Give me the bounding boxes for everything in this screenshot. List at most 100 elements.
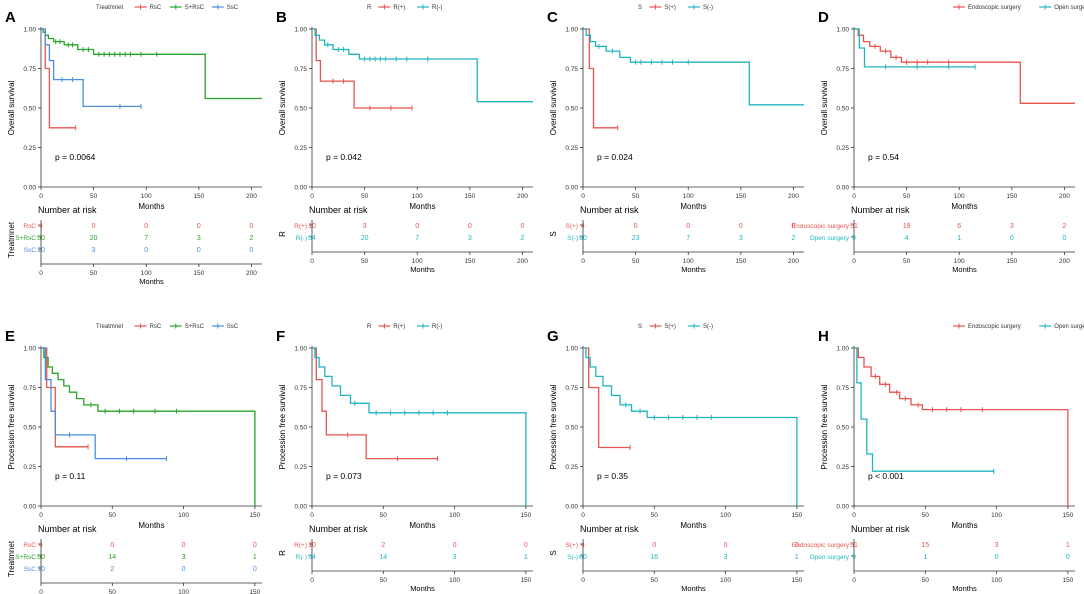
panel-label: F (276, 328, 285, 345)
legend-item: RsC (150, 324, 162, 330)
risk-row-label: S(+) (566, 223, 578, 230)
p-value: p = 0.024 (597, 152, 633, 162)
x-tick-label: 100 (412, 193, 423, 200)
risk-x-axis-label: Months (410, 584, 435, 593)
p-value: p < 0.001 (868, 471, 904, 481)
x-tick-label: 150 (520, 512, 531, 519)
panel-H: H Endoscopic surgery Open surgery 0.00 0.25 0… (792, 323, 1084, 593)
y-axis-label: Overall survival (278, 80, 287, 135)
risk-x-tick-label: 50 (109, 589, 117, 594)
risk-count: 1 (957, 235, 961, 242)
y-tick-label: 0.00 (836, 185, 849, 192)
risk-x-tick-label: 50 (90, 270, 98, 277)
legend-title: Treatmnet (96, 324, 123, 330)
y-tick-label: 0.00 (294, 504, 307, 511)
x-tick-label: 0 (39, 193, 43, 200)
risk-count: 7 (415, 235, 419, 242)
x-axis-label: Months (680, 521, 706, 530)
panel-B: BR R(+) R(-)0.000.250.500.751.000 50 100 150 2… (276, 4, 533, 274)
risk-count: 0 (197, 247, 201, 254)
y-tick-label: 0.25 (565, 145, 578, 152)
x-axis-label: Months (409, 202, 435, 211)
risk-row-label: Endoscopic surgery (792, 542, 850, 549)
legend-item: Open surgery (1054, 324, 1084, 330)
risk-x-tick-label: 150 (735, 258, 746, 265)
series-line-S+RsC (41, 347, 256, 506)
risk-x-tick-label: 100 (991, 577, 1002, 584)
risk-count: 10 (308, 542, 316, 549)
panel-E: E Treatmnet RsC S+RsC SsC 0.00 0.25 0.50 0.75 1.0… (5, 323, 262, 594)
risk-x-tick-label: 150 (1006, 258, 1017, 265)
risk-count: 2 (792, 235, 796, 242)
y-tick-label: 0.00 (565, 504, 578, 511)
risk-count: 4 (581, 542, 585, 549)
risk-x-axis-label: Months (681, 584, 706, 593)
legend: Endoscopic surgery Open surgery (953, 4, 1084, 11)
y-tick-label: 0.50 (565, 425, 578, 432)
legend-item: S(-) (703, 324, 713, 330)
x-tick-label: 50 (361, 193, 369, 200)
risk-x-tick-label: 100 (954, 258, 965, 265)
risk-x-axis-label: Months (952, 265, 977, 274)
risk-x-tick-label: 100 (720, 577, 731, 584)
risk-x-axis-label: Months (410, 265, 435, 274)
risk-count: 0 (453, 542, 457, 549)
risk-count: 0 (250, 247, 254, 254)
risk-x-tick-label: 150 (1062, 577, 1073, 584)
risk-count: 50 (37, 235, 45, 242)
y-tick-label: 0.50 (294, 425, 307, 432)
risk-count: 0 (144, 223, 148, 230)
risk-row-label: SsC (24, 566, 37, 573)
y-axis-label: Procession free survival (820, 384, 829, 469)
y-tick-label: 0.25 (294, 145, 307, 152)
y-tick-label: 0.50 (23, 106, 36, 113)
risk-count: 1 (1066, 542, 1070, 549)
risk-count: 51 (850, 223, 858, 230)
x-tick-label: 50 (632, 193, 640, 200)
x-axis-label: Months (138, 202, 164, 211)
y-tick-label: 0.50 (23, 425, 36, 432)
panel-G: GS S(+) S(-)0.000.250.500.751.000 50 100 150M… (547, 323, 804, 593)
p-value: p = 0.042 (326, 152, 362, 162)
risk-x-tick-label: 0 (581, 577, 585, 584)
risk-row-label: Open surgery (810, 235, 850, 242)
risk-count: 3 (468, 235, 472, 242)
legend-item: S+RsC (185, 5, 205, 11)
x-axis-label: Months (409, 521, 435, 530)
legend: R R(+) R(-) (367, 4, 442, 11)
risk-count: 1 (923, 554, 927, 561)
risk-row-label: S(-) (567, 554, 578, 561)
y-tick-label: 0.25 (836, 464, 849, 471)
risk-x-tick-label: 200 (517, 258, 528, 265)
y-tick-label: 0.75 (565, 66, 578, 73)
y-axis-label: Procession free survival (7, 384, 16, 469)
risk-count: 0 (1010, 235, 1014, 242)
y-tick-label: 1.00 (23, 27, 36, 34)
risk-x-tick-label: 50 (651, 577, 659, 584)
legend-item: R(-) (432, 324, 442, 330)
risk-x-tick-label: 150 (520, 577, 531, 584)
risk-x-tick-label: 100 (449, 577, 460, 584)
legend-item: R(-) (432, 5, 442, 11)
x-tick-label: 100 (954, 193, 965, 200)
risk-count: 50 (37, 554, 45, 561)
x-tick-label: 200 (788, 193, 799, 200)
risk-count: 4 (39, 542, 43, 549)
x-tick-label: 0 (852, 512, 856, 519)
y-tick-label: 1.00 (294, 346, 307, 353)
risk-count: 2 (110, 566, 114, 573)
risk-table-title: Number at risk (580, 205, 639, 215)
risk-count: 2 (381, 542, 385, 549)
risk-count: 3 (363, 223, 367, 230)
panel-C: C S S(+) S(-) 0.00 0.25 0.50 0.75 1.00 0 50 100 150 2… (547, 4, 804, 274)
y-tick-label: 0.75 (836, 66, 849, 73)
y-tick-label: 0.75 (836, 385, 849, 392)
series-line-S+RsC (41, 28, 262, 100)
risk-count: 3 (92, 247, 96, 254)
risk-count: 14 (108, 554, 116, 561)
x-tick-label: 100 (178, 512, 189, 519)
y-axis-label: Procession free survival (549, 384, 558, 469)
risk-count: 4 (39, 223, 43, 230)
risk-count: 0 (1063, 235, 1067, 242)
x-tick-label: 0 (852, 193, 856, 200)
